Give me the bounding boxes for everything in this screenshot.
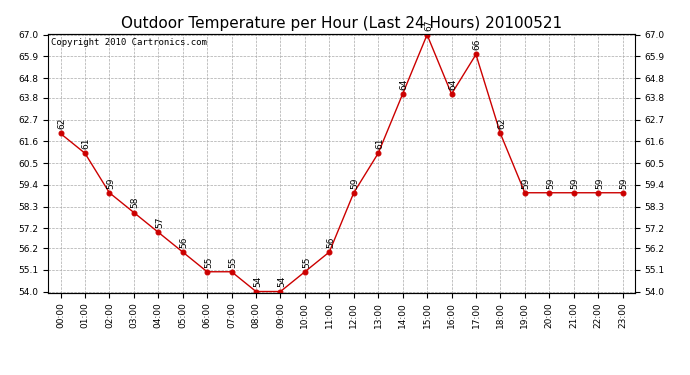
Text: 59: 59: [522, 177, 531, 189]
Text: 58: 58: [130, 197, 139, 208]
Text: 64: 64: [448, 78, 457, 90]
Text: 54: 54: [277, 276, 286, 287]
Text: 67: 67: [424, 19, 433, 31]
Text: 61: 61: [82, 138, 91, 149]
Text: 62: 62: [497, 118, 506, 129]
Text: 59: 59: [351, 177, 359, 189]
Text: 59: 59: [571, 177, 580, 189]
Text: 59: 59: [106, 177, 115, 189]
Text: 59: 59: [620, 177, 629, 189]
Text: 54: 54: [253, 276, 262, 287]
Text: 57: 57: [155, 217, 164, 228]
Text: 55: 55: [302, 256, 310, 268]
Text: 55: 55: [228, 256, 237, 268]
Text: 66: 66: [473, 39, 482, 50]
Text: 59: 59: [546, 177, 555, 189]
Text: 55: 55: [204, 256, 213, 268]
Text: Copyright 2010 Cartronics.com: Copyright 2010 Cartronics.com: [51, 38, 207, 46]
Text: 59: 59: [595, 177, 604, 189]
Title: Outdoor Temperature per Hour (Last 24 Hours) 20100521: Outdoor Temperature per Hour (Last 24 Ho…: [121, 16, 562, 31]
Text: 64: 64: [400, 78, 408, 90]
Text: 56: 56: [326, 236, 335, 248]
Text: 61: 61: [375, 138, 384, 149]
Text: 62: 62: [57, 118, 66, 129]
Text: 56: 56: [179, 236, 188, 248]
